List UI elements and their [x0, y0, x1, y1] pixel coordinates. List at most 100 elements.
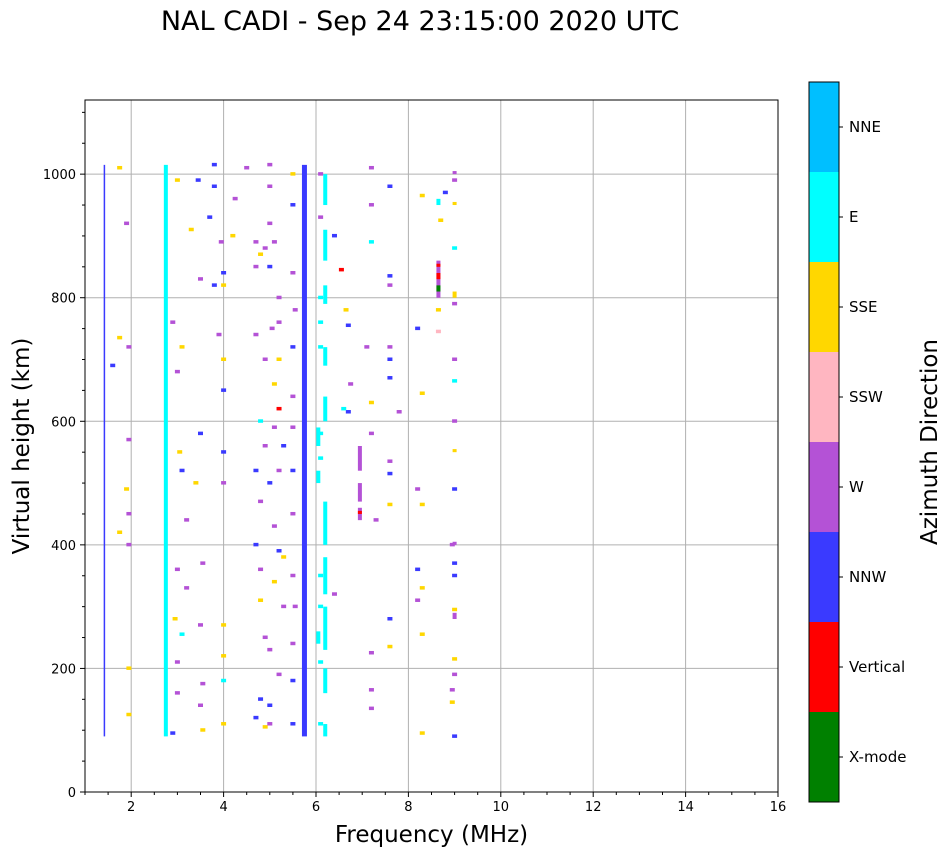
echo-trace [323, 557, 328, 595]
echo-point [415, 487, 421, 491]
echo-point [170, 320, 176, 324]
colorbar-title: Azimuth Direction [917, 339, 943, 545]
echo-trace [436, 260, 441, 298]
echo-point [442, 190, 448, 195]
echo-point [126, 666, 132, 670]
echo-point [117, 335, 123, 340]
echo-point [276, 320, 282, 324]
echo-point [368, 431, 374, 436]
echo-point [452, 573, 458, 578]
echo-point [179, 345, 185, 349]
colorbar-frame [808, 81, 840, 803]
echo-point [345, 323, 351, 328]
echo-point [124, 221, 130, 226]
echo-point [419, 193, 425, 198]
echo-point [258, 499, 264, 504]
echo-point [184, 586, 190, 590]
y-tick-label: 0 [68, 786, 76, 801]
echo-trace [103, 164, 106, 737]
echo-point [184, 518, 190, 522]
echo-point [211, 184, 217, 188]
echo-point [387, 471, 393, 476]
echo-point [174, 178, 180, 182]
colorbar-label: NNE [849, 118, 881, 136]
echo-trace [323, 347, 328, 366]
echo-point [419, 502, 425, 507]
echo-point [290, 722, 296, 726]
echo-point [415, 326, 421, 331]
echo-point [368, 203, 374, 207]
echo-point [290, 468, 296, 473]
echo-trace [452, 449, 457, 453]
echo-point [396, 410, 402, 414]
echo-trace [452, 171, 457, 175]
echo-point [290, 511, 296, 516]
echo-point [126, 511, 132, 516]
echo-point [290, 641, 296, 646]
echo-point [318, 660, 324, 664]
echo-point [262, 635, 268, 640]
echo-point [290, 425, 296, 429]
echo-trace [316, 631, 321, 644]
echo-point [290, 394, 296, 399]
echo-point [216, 332, 222, 337]
echo-point [331, 592, 337, 596]
echo-point [343, 308, 349, 312]
echo-point [244, 165, 250, 170]
echo-point [177, 450, 183, 454]
echo-point [435, 329, 441, 334]
echo-point [200, 728, 206, 732]
y-axis-label: Virtual height (km) [9, 338, 35, 555]
echo-point [193, 481, 199, 485]
echo-trace [323, 606, 328, 650]
echo-point [221, 678, 227, 683]
echo-point [198, 703, 203, 707]
x-tick-label: 6 [312, 800, 320, 815]
colorbar-label: X-mode [849, 748, 906, 766]
echo-point [331, 233, 337, 238]
echo-point [292, 604, 298, 609]
echo-trace [323, 724, 328, 737]
echo-point [195, 178, 201, 182]
colorbar-swatch [809, 532, 839, 622]
echo-point [230, 233, 236, 238]
echo-trace [301, 164, 307, 737]
echo-point [452, 487, 458, 491]
echo-point [290, 172, 296, 176]
x-tick-label: 2 [127, 800, 135, 815]
echo-point [198, 623, 203, 627]
colorbar-swatch [809, 712, 839, 802]
echo-point [221, 481, 227, 485]
echo-point [126, 542, 132, 547]
echo-trace [357, 510, 362, 514]
echo-trace [323, 668, 328, 694]
echo-point [452, 246, 458, 250]
x-axis-label: Frequency (MHz) [335, 822, 528, 848]
echo-point [387, 357, 393, 361]
echo-trace [323, 174, 328, 206]
echo-point [174, 691, 180, 695]
echo-point [262, 444, 268, 448]
echo-point [211, 283, 217, 287]
echo-point [221, 450, 227, 454]
echo-point [267, 722, 273, 726]
colorbar-label: NNW [849, 568, 886, 586]
echo-point [341, 406, 347, 411]
echo-trace [452, 612, 457, 619]
echo-point [172, 617, 178, 621]
echo-point [318, 320, 324, 324]
echo-point [276, 549, 282, 553]
colorbar-swatch [809, 352, 839, 442]
echo-point [387, 617, 393, 621]
echo-point [281, 555, 287, 559]
echo-point [452, 419, 458, 423]
echo-point [253, 715, 259, 720]
x-tick-label: 14 [677, 800, 694, 815]
echo-point [271, 240, 277, 244]
echo-trace [436, 263, 441, 267]
echo-point [318, 456, 324, 460]
y-tick-label: 600 [51, 415, 76, 430]
echo-point [419, 632, 425, 636]
echo-point [290, 573, 296, 578]
